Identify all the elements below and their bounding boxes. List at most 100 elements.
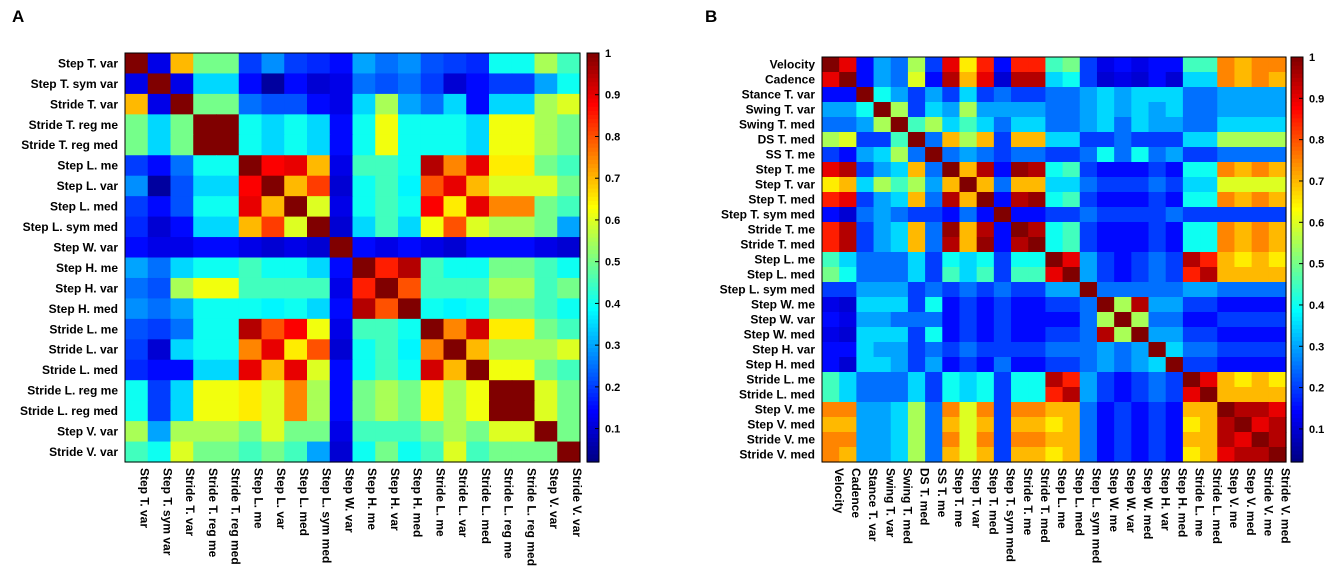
heatmap-cell [1079, 102, 1098, 118]
colorbar-segment [587, 179, 599, 185]
heatmap-cell [1148, 57, 1167, 73]
heatmap-cell [822, 237, 840, 253]
heatmap-cell [147, 318, 172, 340]
heatmap-cell [1234, 432, 1253, 448]
heatmap-cell [959, 342, 978, 358]
heatmap-cell [489, 114, 513, 136]
heatmap-cell [873, 312, 892, 328]
heatmap-cell [856, 237, 875, 253]
heatmap-cell [1165, 177, 1184, 193]
heatmap-cell [1165, 192, 1184, 208]
heatmap-cell [873, 117, 892, 133]
heatmap-cells [125, 53, 581, 463]
colorbar-segment [1291, 227, 1303, 232]
heatmap-cell [1045, 192, 1064, 208]
heatmap-cell [942, 447, 961, 463]
heatmap-cell [1200, 342, 1218, 358]
heatmap-cell [352, 53, 376, 75]
colorbar-segment [587, 421, 599, 426]
row-label: Stride L. var [49, 343, 119, 357]
colorbar-segment [587, 118, 599, 124]
heatmap-cell [1182, 162, 1201, 178]
heatmap-cell [1268, 57, 1287, 73]
heatmap-cell [125, 400, 149, 422]
colorbar-segment [587, 65, 599, 70]
colorbar-segment [1291, 251, 1303, 257]
heatmap-cell [329, 237, 354, 259]
colorbar-segment [1291, 425, 1303, 431]
heatmap-cell [216, 257, 240, 279]
colorbar-segment [1291, 142, 1303, 147]
heatmap-cell [284, 237, 308, 259]
heatmap-cell [238, 196, 263, 218]
heatmap-cell [907, 147, 926, 163]
heatmap-cell [193, 380, 217, 402]
heatmap-cell [398, 53, 422, 75]
heatmap-cell [307, 339, 331, 361]
heatmap-cell [1079, 327, 1098, 343]
colorbar-segment [587, 429, 599, 434]
heatmap-cell [466, 196, 490, 218]
colorbar-segment [587, 73, 599, 79]
heatmap-cell [398, 73, 422, 95]
colorbar-segment [587, 155, 599, 160]
colorbar-segment [1291, 389, 1303, 394]
heatmap-cell [1234, 282, 1253, 298]
heatmap-cell [839, 132, 857, 148]
heatmap-cell [1234, 192, 1253, 208]
heatmap-cell [1200, 447, 1218, 463]
heatmap-cell [976, 237, 995, 253]
heatmap-cell [890, 192, 909, 208]
heatmap-cell [1148, 342, 1167, 358]
heatmap-cell [1096, 252, 1115, 268]
row-label: Step W. me [751, 298, 815, 312]
heatmap-cell [1200, 327, 1218, 343]
heatmap-cell [925, 87, 943, 103]
heatmap-cell [1182, 177, 1201, 193]
heatmap-cell [873, 447, 892, 463]
column-label: Step H. var [1158, 468, 1172, 531]
heatmap-cell [1200, 192, 1218, 208]
heatmap-cell [238, 421, 263, 443]
heatmap-cell [329, 380, 354, 402]
heatmap-cell [261, 421, 285, 443]
colorbar-segment [1291, 271, 1303, 277]
colorbar-segment [587, 351, 599, 357]
heatmap-cell [1182, 372, 1201, 388]
heatmap-cell [856, 372, 875, 388]
heatmap-cell [1062, 237, 1081, 253]
heatmap-cell [1182, 297, 1201, 313]
heatmap-cell [398, 421, 422, 443]
row-label: Step H. me [56, 261, 118, 275]
colorbar-segment [587, 134, 599, 140]
heatmap-cell [147, 400, 172, 422]
heatmap-cell [873, 162, 892, 178]
heatmap-cell [375, 277, 399, 299]
row-label: Step L. med [50, 200, 118, 214]
heatmap-cell [1234, 207, 1253, 223]
heatmap-cell [1268, 447, 1287, 463]
heatmap-cell [1234, 402, 1253, 418]
heatmap-cell [976, 222, 995, 238]
heatmap-cell [907, 207, 926, 223]
heatmap-cell [307, 93, 331, 115]
colorbar-segment [1291, 231, 1303, 236]
heatmap-cell [284, 134, 308, 156]
heatmap-cell [1200, 357, 1218, 373]
colorbar-segment [1291, 133, 1303, 139]
colorbar-segment [587, 159, 599, 165]
colorbar-segment [587, 372, 599, 377]
colorbar-segment [587, 171, 599, 177]
colorbar-segment [1291, 129, 1303, 135]
heatmap-cell [925, 72, 943, 88]
heatmap-cell [1268, 327, 1287, 343]
column-label: Step L. var [274, 468, 288, 530]
row-label: Step V. me [755, 403, 816, 417]
heatmap-cell [147, 53, 172, 75]
heatmap-cell [261, 380, 285, 402]
heatmap-cell [1217, 312, 1236, 328]
heatmap-cell [1200, 132, 1218, 148]
heatmap-cell [993, 372, 1012, 388]
colorbar-segment [1291, 263, 1303, 269]
heatmap-cell [261, 400, 285, 422]
